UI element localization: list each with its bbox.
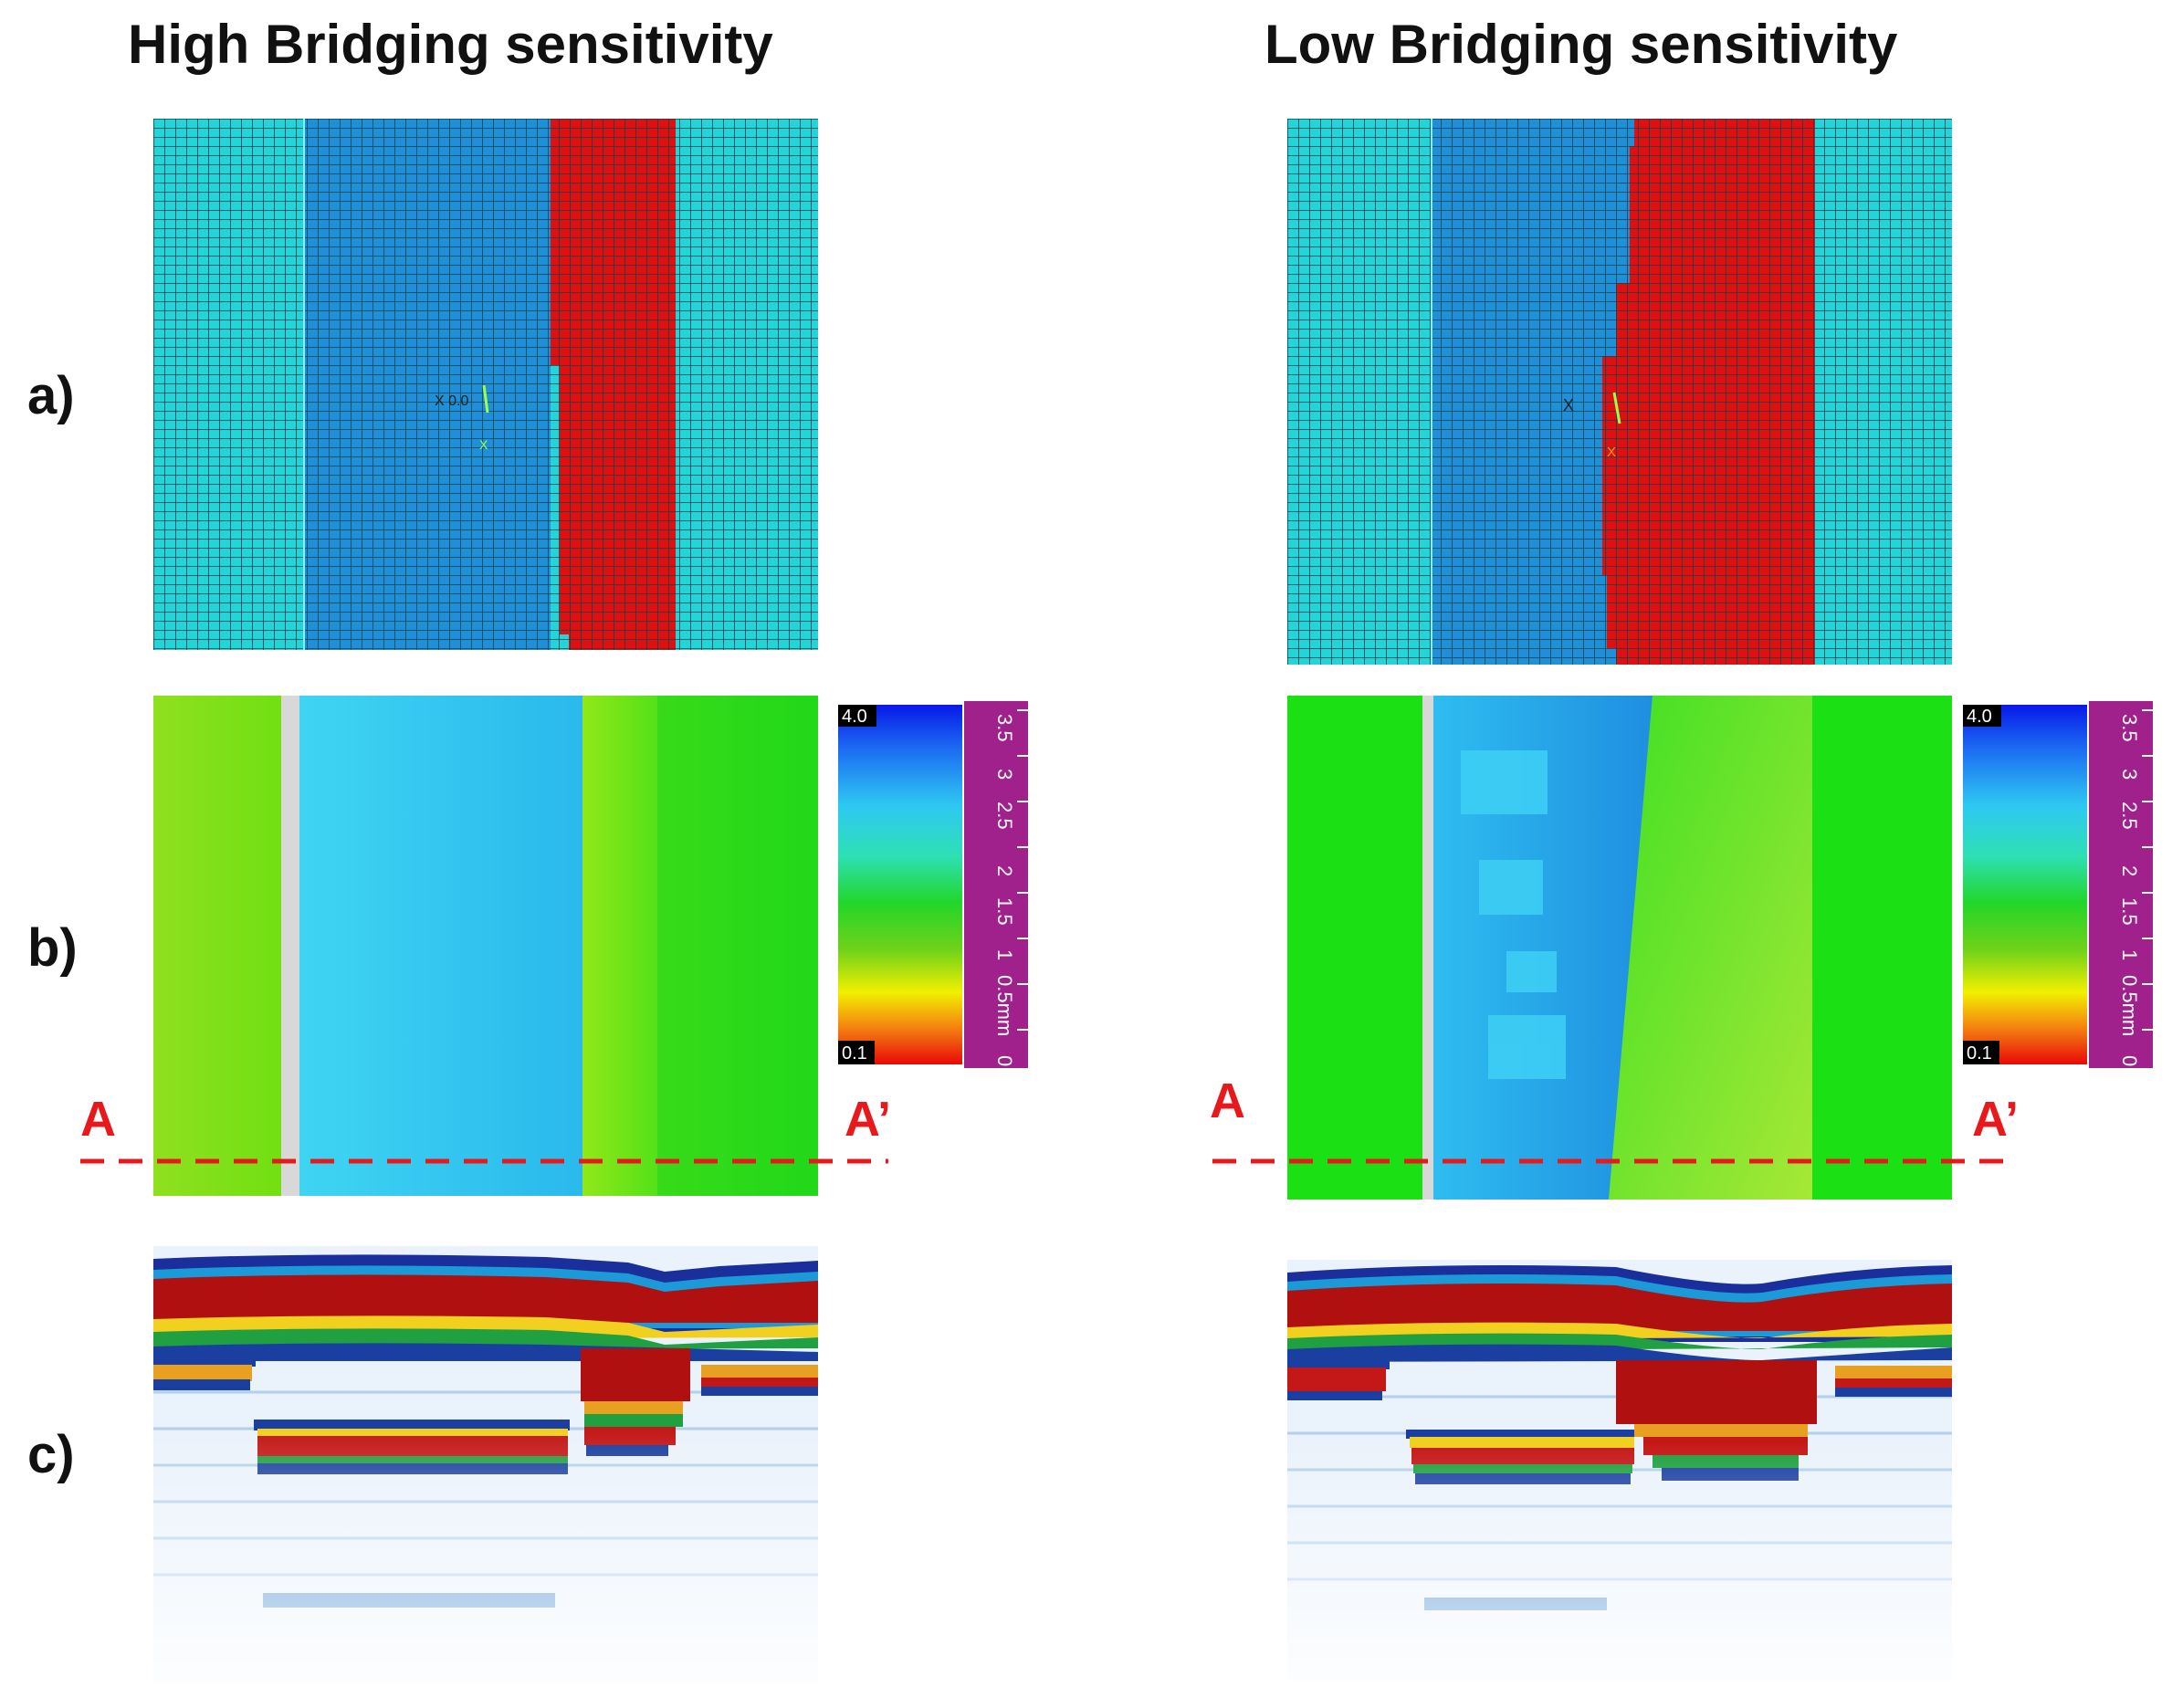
svg-text:0: 0	[993, 1055, 1016, 1066]
left-mesh-panel: X 0.0 X	[153, 119, 818, 650]
row-label-c: c)	[27, 1425, 75, 1484]
left-section-line	[80, 1158, 888, 1164]
right-section-start-label: A	[1210, 1074, 1245, 1128]
svg-text:1.5: 1.5	[2118, 897, 2141, 926]
svg-text:3: 3	[2118, 769, 2141, 780]
left-color-legend: 4.0 0.1 3.5 3 2.5 2 1.5 1 0.5mm 0	[838, 701, 1028, 1068]
right-section-end-label: A’	[1972, 1092, 2020, 1147]
svg-text:1: 1	[993, 949, 1016, 960]
svg-text:0: 0	[2118, 1055, 2141, 1066]
svg-text:2: 2	[993, 865, 1016, 876]
svg-text:0.1: 0.1	[1967, 1043, 1992, 1064]
green-arrow-icon	[1612, 392, 1621, 424]
svg-text:X: X	[479, 437, 488, 452]
left-radargram	[153, 1246, 818, 1684]
svg-text:3: 3	[993, 769, 1016, 780]
blue-thickness-region	[299, 696, 582, 1196]
left-thickness-map	[153, 696, 818, 1196]
svg-text:X: X	[1607, 445, 1616, 460]
svg-text:0.5mm: 0.5mm	[993, 975, 1016, 1036]
left-panel-title: High Bridging sensitivity	[128, 14, 773, 75]
right-color-legend: 4.0 0.1 3.5 3 2.5 2 1.5 1 0.5mm 0	[1963, 701, 2153, 1068]
right-thickness-map	[1287, 696, 1952, 1200]
right-mesh-panel: X X	[1287, 119, 1952, 665]
left-section-start-label: A	[80, 1092, 116, 1147]
green-arrow-icon	[482, 384, 489, 414]
svg-text:2.5: 2.5	[993, 802, 1016, 830]
row-label-a: a)	[27, 366, 75, 425]
mesh-marker-label: X	[1563, 396, 1574, 414]
right-panel-title: Low Bridging sensitivity	[1264, 14, 1898, 75]
svg-text:4.0: 4.0	[1967, 707, 1992, 727]
svg-text:4.0: 4.0	[842, 707, 867, 727]
mesh-marker-label: X 0.0	[435, 393, 468, 409]
svg-text:1.5: 1.5	[993, 897, 1016, 926]
svg-text:2.5: 2.5	[2118, 802, 2141, 830]
svg-text:3.5: 3.5	[2118, 714, 2141, 742]
svg-text:2: 2	[2118, 865, 2141, 876]
svg-text:1: 1	[2118, 949, 2141, 960]
left-section-end-label: A’	[845, 1092, 892, 1147]
svg-text:0.5mm: 0.5mm	[2118, 975, 2141, 1036]
right-section-line	[1212, 1158, 2011, 1164]
svg-text:3.5: 3.5	[993, 714, 1016, 742]
svg-text:0.1: 0.1	[842, 1043, 867, 1064]
right-radargram	[1287, 1260, 1952, 1682]
row-label-b: b)	[27, 918, 78, 978]
